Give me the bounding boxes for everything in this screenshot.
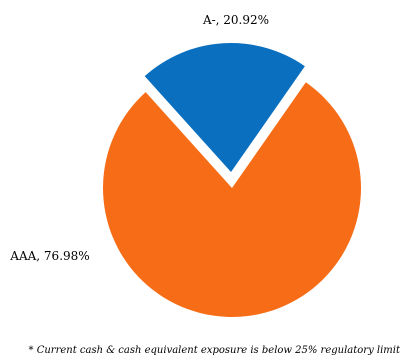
footnote: * Current cash & cash equivalent exposur… [28, 345, 400, 356]
pie-slice-aaa [103, 82, 361, 318]
pie-chart: A-, 20.92% AAA, 76.98% [9, 13, 361, 318]
pie-slice-a [144, 43, 305, 173]
data-label-aaa: AAA, 76.98% [9, 249, 89, 263]
data-label-a: A-, 20.92% [202, 13, 269, 27]
